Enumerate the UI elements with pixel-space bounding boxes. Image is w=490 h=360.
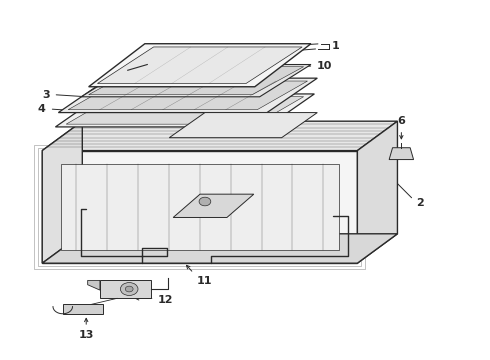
Polygon shape — [173, 194, 254, 217]
Text: 2: 2 — [416, 198, 424, 208]
Polygon shape — [81, 64, 311, 97]
Text: 5: 5 — [233, 210, 241, 220]
Polygon shape — [66, 97, 304, 124]
Polygon shape — [89, 67, 304, 95]
Polygon shape — [100, 280, 151, 298]
Polygon shape — [42, 234, 397, 263]
Circle shape — [125, 286, 133, 292]
Text: 13: 13 — [78, 329, 94, 339]
Polygon shape — [42, 121, 82, 263]
Circle shape — [199, 197, 211, 206]
Polygon shape — [42, 150, 357, 263]
Text: 6: 6 — [397, 116, 405, 126]
Polygon shape — [89, 44, 311, 87]
Text: 8: 8 — [84, 184, 92, 194]
Text: 10: 10 — [317, 61, 332, 71]
Polygon shape — [98, 47, 302, 84]
Text: 1: 1 — [332, 41, 340, 51]
Text: 3: 3 — [42, 90, 49, 100]
Polygon shape — [55, 94, 315, 127]
Text: 4: 4 — [38, 104, 46, 114]
Polygon shape — [389, 148, 414, 159]
Circle shape — [121, 283, 138, 296]
Polygon shape — [68, 81, 308, 110]
Polygon shape — [357, 121, 397, 263]
Text: 12: 12 — [158, 296, 173, 306]
Polygon shape — [169, 113, 318, 138]
Polygon shape — [42, 121, 397, 150]
Text: 9: 9 — [280, 252, 288, 262]
Text: 11: 11 — [197, 276, 213, 286]
Polygon shape — [58, 78, 318, 113]
Polygon shape — [63, 305, 103, 315]
Text: 7: 7 — [184, 139, 192, 149]
Polygon shape — [61, 164, 339, 249]
Polygon shape — [88, 280, 100, 290]
